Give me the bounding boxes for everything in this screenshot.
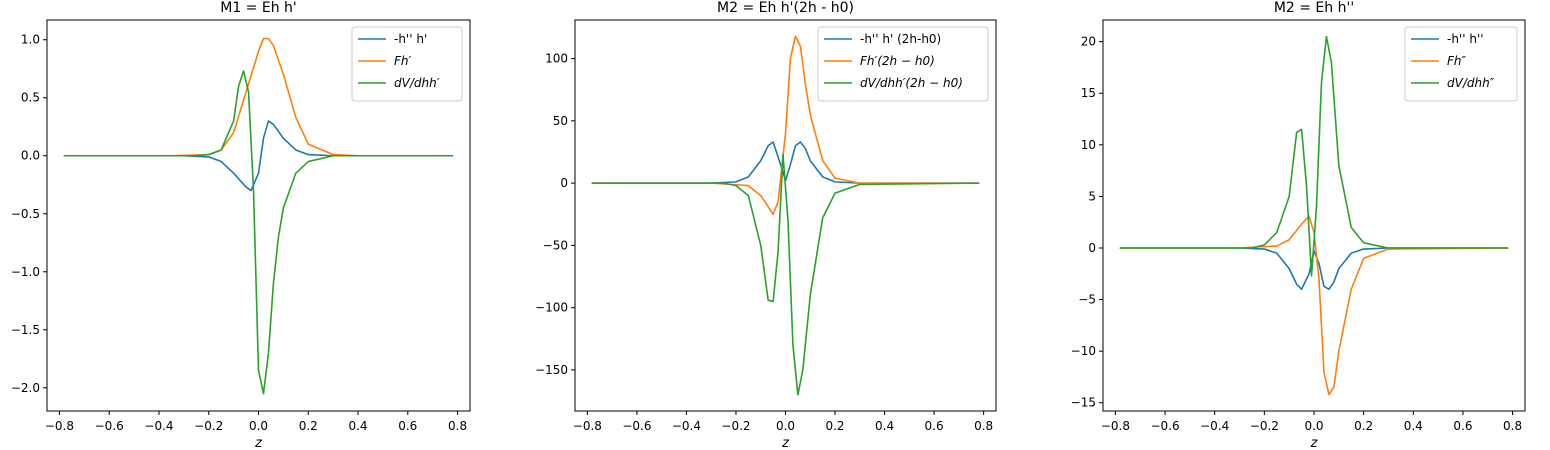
- series-line-3: [591, 153, 980, 396]
- legend-label-3: dV/dhh′: [394, 76, 440, 90]
- x-tick-label: 0.4: [875, 419, 894, 433]
- y-tick-label: 5: [1088, 189, 1096, 203]
- x-tick-label: −0.4: [672, 419, 701, 433]
- y-tick-label: 10: [1081, 138, 1096, 152]
- x-tick-label: 0.2: [825, 419, 844, 433]
- y-tick-label: −2.0: [11, 381, 40, 395]
- y-tick-label: 0.5: [21, 91, 40, 105]
- legend-label-1: -h'' h'': [1447, 32, 1484, 46]
- legend-label-2: Fh″: [1447, 54, 1467, 68]
- x-tick-label: −0.2: [721, 419, 750, 433]
- series-line-1: [1119, 247, 1509, 291]
- x-tick-label: −0.4: [144, 419, 173, 433]
- series-line-2: [1119, 215, 1509, 396]
- legend-label-3: dV/dhh″: [1447, 76, 1495, 90]
- series-line-3: [63, 70, 454, 395]
- chart-title: M2 = Eh h'': [1274, 0, 1354, 16]
- legend-label-2: Fh′(2h − h0): [860, 54, 935, 68]
- x-axis-label: z: [781, 436, 790, 450]
- chart-title: M1 = Eh h': [220, 0, 297, 16]
- legend: -h'' h'' Fh″ dV/dhh″: [1404, 26, 1518, 102]
- legend-label-1: -h'' h' (2h-h0): [860, 32, 941, 46]
- legend-label-3: dV/dhh′(2h − h0): [860, 76, 963, 90]
- x-tick-label: −0.8: [45, 419, 74, 433]
- y-tick-label: 15: [1081, 86, 1096, 100]
- legend-frame: [817, 26, 989, 102]
- y-tick-label: 20: [1081, 35, 1096, 49]
- chart-panel-3: M2 = Eh h'' −0.8 −0.6 −0.4 −0.2 0.0 0.2 0.4 0.6 0…: [1071, 0, 1526, 450]
- x-tick-label: −0.8: [1101, 419, 1130, 433]
- x-tick-label: −0.8: [573, 419, 602, 433]
- x-tick-label: 0.8: [974, 419, 993, 433]
- y-tick-label: 50: [553, 114, 568, 128]
- x-tick-label: 0.4: [348, 419, 367, 433]
- x-axis-label: z: [254, 436, 263, 450]
- x-tick-label: 0.0: [1304, 419, 1323, 433]
- x-tick-label: 0.2: [1354, 419, 1373, 433]
- y-tick-label: 100: [545, 52, 568, 66]
- x-tick-label: −0.4: [1200, 419, 1229, 433]
- x-tick-label: 0.6: [1453, 419, 1472, 433]
- series-line-3: [1119, 35, 1509, 277]
- x-tick-label: 0.6: [925, 419, 944, 433]
- y-tick-label: −1.0: [11, 265, 40, 279]
- y-tick-label: −1.5: [11, 323, 40, 337]
- chart-panel-1: M1 = Eh h' −0.8 −0.6 −0.4 −0.2 0.0 0.2 0.4 0.6 0.…: [11, 0, 471, 450]
- y-tick-label: 0: [1088, 241, 1096, 255]
- legend: -h'' h' Fh′ dV/dhh′: [351, 26, 463, 102]
- y-tick-label: −10: [1071, 344, 1096, 358]
- legend: -h'' h' (2h-h0) Fh′(2h − h0) dV/dhh′(2h − …: [817, 26, 989, 102]
- legend-label-1: -h'' h': [394, 32, 427, 46]
- y-tick-label: 0: [560, 176, 568, 190]
- x-tick-label: −0.6: [1150, 419, 1179, 433]
- y-tick-label: −5: [1078, 293, 1096, 307]
- series-line-1: [591, 141, 980, 184]
- x-tick-label: 0.8: [448, 419, 467, 433]
- y-tick-label: −100: [535, 301, 568, 315]
- x-tick-label: −0.6: [622, 419, 651, 433]
- y-tick-label: −150: [535, 363, 568, 377]
- x-tick-label: 0.6: [398, 419, 417, 433]
- x-tick-label: −0.6: [95, 419, 124, 433]
- y-tick-label: −0.5: [11, 207, 40, 221]
- chart-title: M2 = Eh h'(2h - h0): [717, 0, 854, 16]
- x-tick-label: −0.2: [1250, 419, 1279, 433]
- x-tick-label: 0.0: [249, 419, 268, 433]
- chart-panel-2: M2 = Eh h'(2h - h0) −0.8 −0.6 −0.4 −0.2 0.0 0.…: [535, 0, 997, 450]
- y-tick-label: −15: [1071, 396, 1096, 410]
- series-line-2: [591, 35, 980, 216]
- x-tick-label: 0.2: [299, 419, 318, 433]
- y-tick-label: 0.0: [21, 149, 40, 163]
- y-tick-label: 1.0: [21, 33, 40, 47]
- x-tick-label: −0.2: [194, 419, 223, 433]
- y-tick-label: −50: [543, 238, 568, 252]
- legend-label-2: Fh′: [394, 54, 412, 68]
- x-tick-label: 0.0: [776, 419, 795, 433]
- series-line-1: [63, 120, 454, 192]
- x-tick-label: 0.4: [1404, 419, 1423, 433]
- x-axis-label: z: [1310, 436, 1319, 450]
- x-tick-label: 0.8: [1503, 419, 1522, 433]
